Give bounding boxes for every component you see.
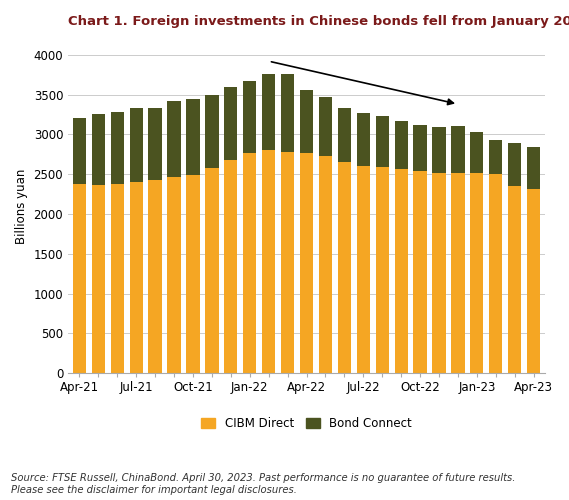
Bar (451, 174, 464, 373)
Bar (167, 101, 180, 176)
Bar (73, 118, 86, 184)
Bar (508, 186, 521, 373)
Bar (205, 168, 218, 373)
Bar (527, 190, 541, 373)
Bar (357, 113, 370, 166)
Bar (508, 143, 521, 186)
Bar (224, 86, 237, 160)
Bar (149, 108, 162, 180)
Bar (319, 156, 332, 373)
Bar (394, 121, 408, 168)
Bar (319, 97, 332, 156)
Bar (470, 172, 484, 373)
Bar (338, 108, 351, 162)
Legend: CIBM Direct, Bond Connect: CIBM Direct, Bond Connect (196, 412, 417, 435)
Bar (414, 125, 427, 171)
Bar (338, 162, 351, 373)
Bar (489, 140, 502, 174)
Bar (243, 154, 257, 373)
Bar (451, 126, 464, 174)
Bar (470, 132, 484, 172)
Bar (262, 74, 275, 150)
Bar (394, 168, 408, 373)
Bar (489, 174, 502, 373)
Bar (432, 127, 446, 172)
Bar (130, 108, 143, 182)
Bar (357, 166, 370, 373)
Text: Chart 1. Foreign investments in Chinese bonds fell from January 2022 high: Chart 1. Foreign investments in Chinese … (68, 15, 569, 28)
Bar (130, 182, 143, 373)
Text: Source: FTSE Russell, ChinaBond. April 30, 2023. Past performance is no guarante: Source: FTSE Russell, ChinaBond. April 3… (11, 474, 516, 495)
Bar (300, 90, 313, 154)
Y-axis label: Billions yuan: Billions yuan (15, 168, 28, 244)
Bar (262, 150, 275, 373)
Bar (527, 147, 541, 190)
Bar (281, 152, 294, 373)
Bar (110, 184, 124, 373)
Bar (432, 172, 446, 373)
Bar (205, 94, 218, 168)
Bar (92, 114, 105, 186)
Bar (376, 116, 389, 167)
Bar (414, 171, 427, 373)
Bar (300, 154, 313, 373)
Bar (281, 74, 294, 152)
Bar (186, 98, 200, 175)
Bar (376, 167, 389, 373)
Bar (92, 186, 105, 373)
Bar (243, 81, 257, 154)
Bar (73, 184, 86, 373)
Bar (149, 180, 162, 373)
Bar (224, 160, 237, 373)
Bar (110, 112, 124, 184)
Bar (167, 176, 180, 373)
Bar (186, 175, 200, 373)
